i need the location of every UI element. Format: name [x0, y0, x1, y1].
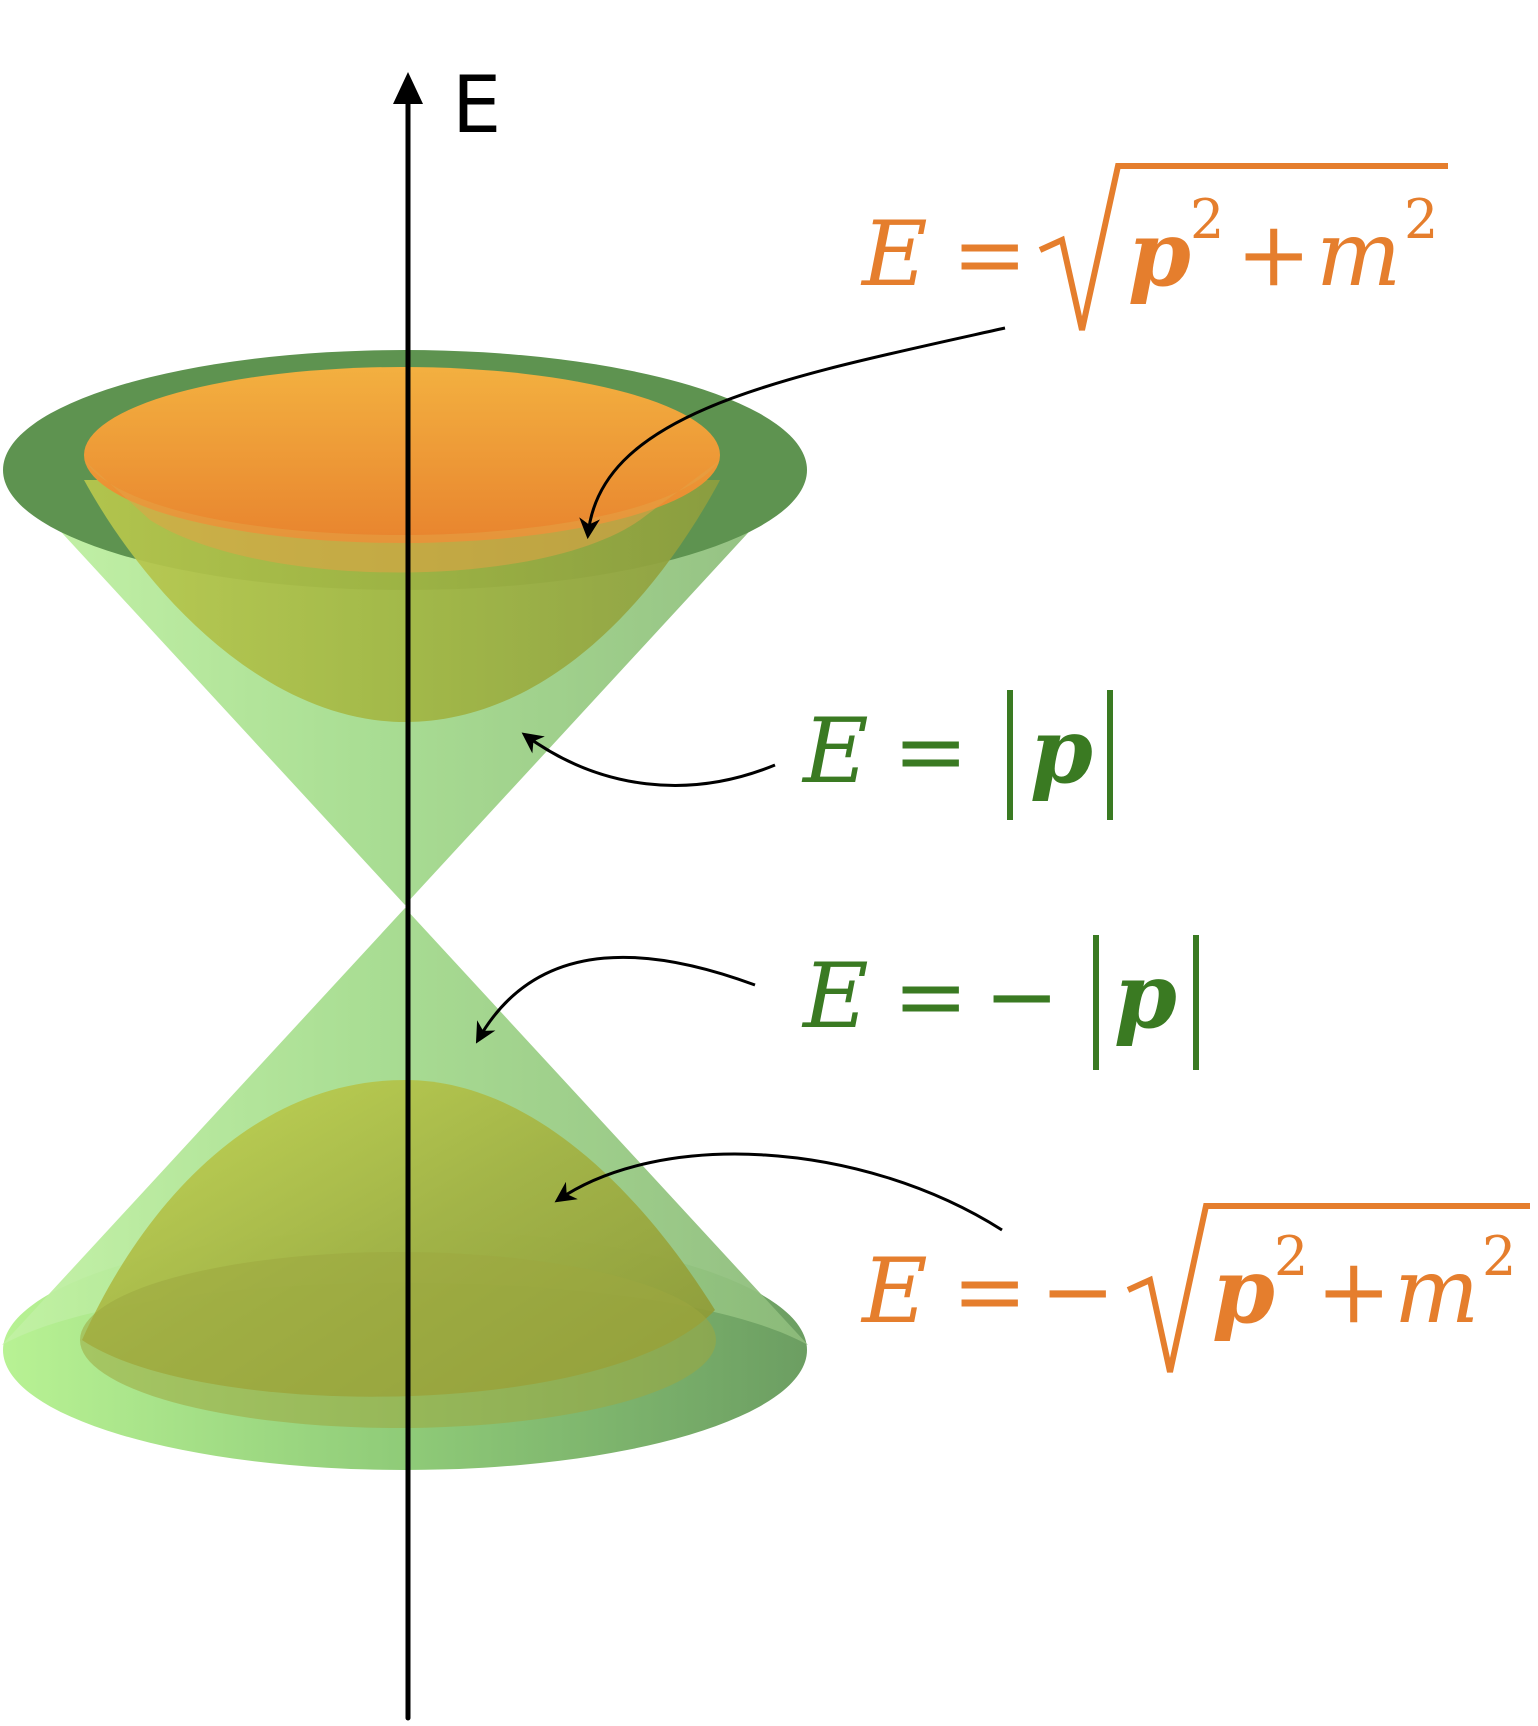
eq1-square: 2 — [1190, 188, 1224, 251]
eq4-mass-square: 2 — [1482, 1225, 1516, 1288]
svg-text:2: 2 — [1190, 188, 1224, 251]
upper-hyperboloid-front-edge — [84, 460, 720, 573]
eq4-minus: − — [1040, 1239, 1115, 1344]
eq1-equals: = — [952, 202, 1027, 307]
svg-text:p: p — [1030, 698, 1093, 804]
eq3-equals: = — [893, 944, 968, 1049]
svg-text:E: E — [801, 699, 869, 804]
equation-upper-hyperbola: E = p 2 + m 2 — [860, 163, 1448, 331]
upper-hyperboloid-cap — [84, 367, 720, 543]
svg-text:=: = — [952, 1239, 1027, 1344]
svg-text:E: E — [801, 944, 869, 1049]
svg-text:−: − — [984, 944, 1059, 1049]
svg-text:m: m — [1394, 1239, 1479, 1344]
equation-lower-hyperbola: E = − p 2 + m 2 — [860, 1203, 1530, 1373]
eq3-lhs: E — [801, 944, 869, 1049]
svg-text:+: + — [1236, 202, 1311, 307]
lower-hyperboloid-base — [80, 1252, 716, 1428]
eq4-square: 2 — [1274, 1225, 1308, 1288]
svg-text:p: p — [1212, 1238, 1275, 1344]
eq1-mass-square: 2 — [1404, 188, 1438, 251]
eq4-plus: + — [1316, 1239, 1391, 1344]
eq4-lhs: E — [860, 1239, 928, 1344]
lower-hyperboloid — [80, 1080, 716, 1428]
svg-text:E: E — [860, 1239, 928, 1344]
eq1-momentum: p — [1128, 201, 1191, 307]
eq4-radical — [1126, 1203, 1530, 1373]
svg-text:=: = — [893, 944, 968, 1049]
eq2-momentum: p — [1030, 698, 1093, 804]
svg-text:=: = — [952, 202, 1027, 307]
svg-text:2: 2 — [1482, 1225, 1516, 1288]
equation-upper-cone: E = p — [801, 690, 1113, 820]
eq4-equals: = — [952, 1239, 1027, 1344]
eq1-plus: + — [1236, 202, 1311, 307]
svg-text:=: = — [893, 699, 968, 804]
arrow-lower-hyperboloid — [554, 1152, 1003, 1232]
eq2-equals: = — [893, 699, 968, 804]
eq3-minus: − — [984, 944, 1059, 1049]
svg-text:m: m — [1316, 202, 1401, 307]
svg-text:−: − — [1040, 1239, 1115, 1344]
eq1-radical — [1038, 163, 1448, 331]
eq1-mass: m — [1316, 202, 1401, 307]
arrow-upper-cone — [521, 732, 776, 787]
arrow-upper-hyperboloid — [579, 326, 1006, 540]
svg-text:2: 2 — [1404, 188, 1438, 251]
eq4-momentum: p — [1212, 1238, 1275, 1344]
pointer-arrows — [475, 326, 1006, 1232]
eq3-momentum: p — [1114, 943, 1177, 1049]
arrow-lower-cone — [475, 955, 756, 1044]
eq1-lhs: E — [860, 202, 928, 307]
eq4-mass: m — [1394, 1239, 1479, 1344]
upper-hyperboloid — [84, 367, 720, 722]
equation-lower-cone: E = − p — [801, 935, 1199, 1070]
svg-text:p: p — [1128, 201, 1191, 307]
svg-text:2: 2 — [1274, 1225, 1308, 1288]
eq2-lhs: E — [801, 699, 869, 804]
axis-label: E — [452, 61, 501, 151]
svg-text:E: E — [860, 202, 928, 307]
svg-text:p: p — [1114, 943, 1177, 1049]
axis-arrowhead-icon — [393, 72, 423, 104]
energy-axis — [393, 72, 423, 1721]
svg-text:+: + — [1316, 1239, 1391, 1344]
